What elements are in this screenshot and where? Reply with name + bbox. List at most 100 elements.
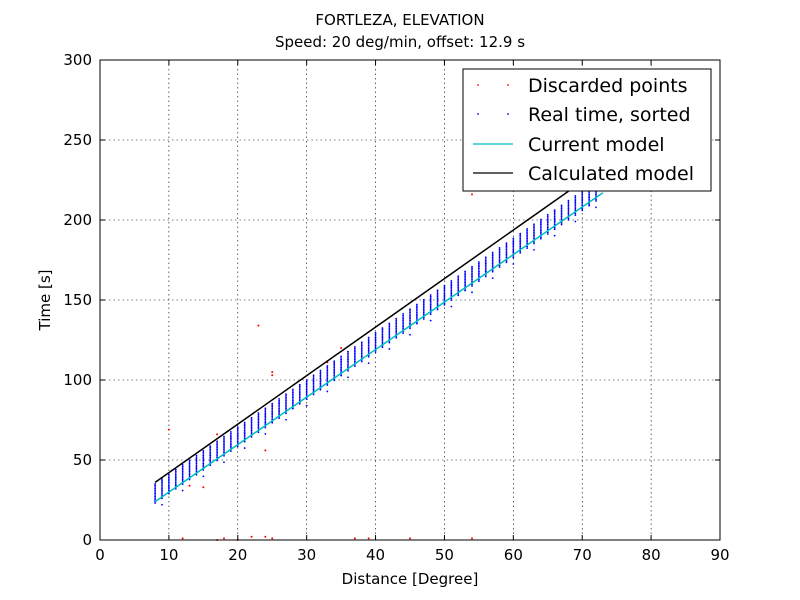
discarded-point xyxy=(264,535,267,538)
realtime-point xyxy=(209,457,212,460)
realtime-point xyxy=(291,399,294,402)
realtime-point xyxy=(533,231,535,234)
realtime-point xyxy=(312,387,315,389)
realtime-point xyxy=(409,308,411,311)
chart-title: FORTLEZA, ELEVATION xyxy=(315,11,484,29)
realtime-point xyxy=(243,424,246,427)
realtime-point xyxy=(588,195,591,197)
realtime-point xyxy=(381,330,384,333)
legend-item-realtime: Real time, sorted xyxy=(477,104,691,126)
realtime-point xyxy=(477,270,480,273)
realtime-point xyxy=(395,330,398,333)
realtime-point xyxy=(464,275,467,278)
realtime-point xyxy=(491,262,494,265)
realtime-point xyxy=(409,314,411,317)
realtime-point xyxy=(560,206,563,208)
realtime-point xyxy=(333,360,336,363)
realtime-point xyxy=(450,305,453,308)
realtime-point xyxy=(415,317,418,320)
realtime-point xyxy=(305,383,308,386)
realtime-point xyxy=(202,461,205,463)
realtime-point xyxy=(250,426,253,429)
realtime-point xyxy=(264,415,267,418)
realtime-point xyxy=(216,450,219,452)
realtime-point xyxy=(567,206,570,208)
realtime-point xyxy=(436,289,439,292)
realtime-point xyxy=(305,388,308,391)
realtime-point xyxy=(202,451,205,454)
realtime-point xyxy=(395,319,398,322)
realtime-point xyxy=(347,358,349,361)
realtime-point xyxy=(381,339,384,342)
realtime-point xyxy=(512,248,515,251)
discarded-point xyxy=(471,193,473,196)
realtime-point xyxy=(312,374,315,377)
realtime-point xyxy=(381,333,384,336)
realtime-point xyxy=(167,479,170,482)
realtime-point xyxy=(154,497,157,500)
realtime-point xyxy=(340,369,343,372)
series-current-model-line xyxy=(154,192,604,503)
realtime-point xyxy=(574,220,577,223)
realtime-point xyxy=(581,193,584,196)
realtime-point xyxy=(257,416,260,419)
realtime-point xyxy=(161,503,163,506)
realtime-point xyxy=(161,483,163,485)
realtime-point xyxy=(236,432,239,435)
realtime-point xyxy=(560,217,563,220)
realtime-point xyxy=(519,235,522,238)
realtime-point xyxy=(505,242,508,245)
realtime-point xyxy=(243,421,246,424)
realtime-point xyxy=(353,357,356,360)
realtime-point xyxy=(567,201,570,204)
realtime-point xyxy=(347,363,349,366)
realtime-point xyxy=(553,209,556,211)
realtime-point xyxy=(174,476,177,479)
realtime-point xyxy=(223,438,225,441)
realtime-point xyxy=(381,338,384,341)
realtime-point xyxy=(546,221,549,224)
realtime-point xyxy=(209,464,212,467)
realtime-point xyxy=(450,279,453,282)
realtime-point xyxy=(326,364,329,367)
realtime-point xyxy=(209,445,212,447)
realtime-point xyxy=(471,275,473,278)
realtime-point xyxy=(188,459,191,462)
realtime-point xyxy=(477,280,480,283)
realtime-point xyxy=(340,361,343,364)
discarded-point xyxy=(271,374,274,377)
realtime-point xyxy=(546,226,549,229)
realtime-point xyxy=(560,210,563,213)
realtime-point xyxy=(429,298,432,301)
legend: Discarded points Real time, sorted Curre… xyxy=(462,68,712,192)
realtime-point xyxy=(167,476,170,479)
realtime-point xyxy=(367,362,370,365)
realtime-point xyxy=(498,256,501,259)
realtime-point xyxy=(450,286,453,289)
realtime-point xyxy=(464,270,467,273)
realtime-point xyxy=(581,209,584,212)
realtime-point xyxy=(574,214,577,217)
legend-item-calculated-model: Calculated model xyxy=(473,163,694,185)
realtime-point xyxy=(285,418,287,421)
realtime-point xyxy=(409,317,411,320)
realtime-point xyxy=(223,440,225,443)
realtime-point xyxy=(505,255,508,257)
realtime-point xyxy=(285,398,287,400)
realtime-point xyxy=(367,351,370,353)
realtime-point xyxy=(402,324,405,327)
realtime-point xyxy=(464,289,467,292)
realtime-point xyxy=(319,376,322,378)
realtime-point xyxy=(422,318,425,320)
realtime-point xyxy=(250,424,253,427)
realtime-point xyxy=(312,379,315,381)
realtime-point xyxy=(298,403,301,405)
realtime-point xyxy=(340,366,343,369)
realtime-point xyxy=(415,308,418,311)
realtime-point xyxy=(519,242,522,245)
realtime-point xyxy=(436,297,439,300)
realtime-point xyxy=(526,228,529,230)
realtime-point xyxy=(154,486,157,488)
realtime-point xyxy=(278,402,281,405)
realtime-point xyxy=(257,424,260,427)
